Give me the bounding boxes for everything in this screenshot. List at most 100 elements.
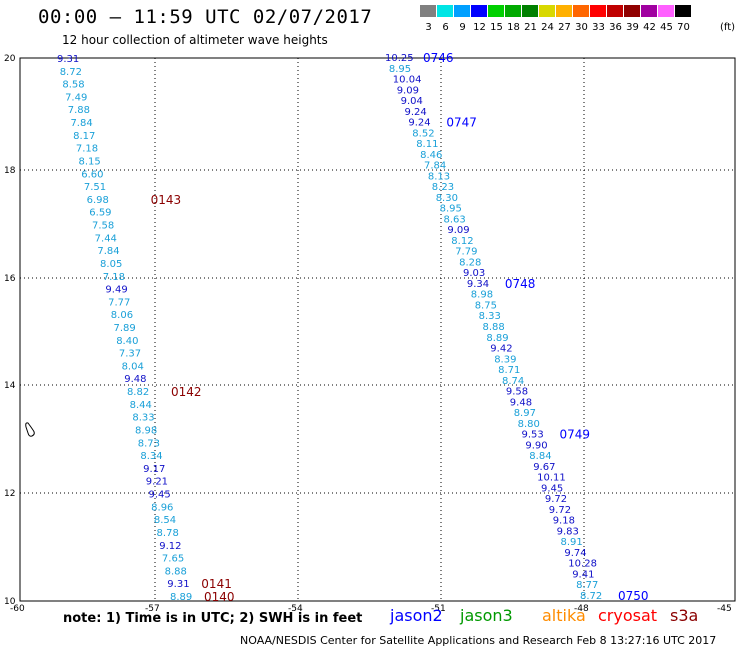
swh-point-label: 8.05 — [100, 259, 122, 270]
swh-point-label: 8.72 — [580, 591, 602, 602]
color-swatch — [539, 5, 555, 17]
swh-point-label: 9.83 — [557, 526, 579, 537]
swh-point-label: 8.74 — [502, 376, 524, 387]
pass-time-label: 0749 — [560, 428, 591, 442]
swh-point-label: 9.24 — [405, 107, 427, 118]
color-scale-label: 24 — [541, 22, 554, 33]
color-scale-label: 70 — [677, 22, 690, 33]
color-swatch — [607, 5, 623, 17]
swh-point-label: 8.30 — [436, 193, 458, 204]
swh-point-label: 8.54 — [154, 515, 176, 526]
swh-point-label: 9.04 — [401, 96, 423, 107]
x-tick-label: -48 — [574, 604, 589, 614]
swh-point-label: 8.95 — [389, 64, 411, 75]
swh-point-label: 7.84 — [70, 118, 92, 129]
swh-point-label: 8.84 — [529, 451, 551, 462]
swh-point-label: 7.89 — [114, 323, 136, 334]
swh-point-label: 7.84 — [424, 161, 446, 172]
swh-point-label: 7.18 — [103, 272, 125, 283]
pass-time-label: 0143 — [151, 193, 182, 207]
swh-point-label: 8.33 — [132, 413, 154, 424]
swh-point-label: 9.53 — [522, 430, 544, 441]
swh-point-label: 8.28 — [459, 257, 481, 268]
pass-time-label: 0140 — [204, 590, 235, 604]
footer-note: note: 1) Time is in UTC; 2) SWH is in fe… — [63, 611, 363, 626]
swh-point-label: 9.09 — [447, 225, 469, 236]
page-title: 00:00 – 11:59 UTC 02/07/2017 — [38, 6, 373, 28]
color-swatch — [420, 5, 436, 17]
swh-points: 9.318.728.587.497.887.848.177.188.156.60… — [57, 53, 602, 603]
swh-point-label: 9.42 — [490, 344, 512, 355]
swh-point-label: 9.03 — [463, 268, 485, 279]
swh-point-label: 8.80 — [518, 419, 540, 430]
color-scale-label: 42 — [643, 22, 656, 33]
swh-point-label: 6.59 — [89, 208, 111, 219]
color-scale-label: 6 — [442, 22, 449, 33]
color-swatch — [437, 5, 453, 17]
swh-point-label: 7.51 — [84, 182, 106, 193]
island-outline — [25, 422, 35, 437]
swh-point-label: 8.15 — [79, 156, 101, 167]
swh-point-label: 9.48 — [510, 397, 532, 408]
swh-point-label: 7.37 — [119, 349, 141, 360]
y-tick-label: 20 — [4, 54, 16, 64]
swh-point-label: 8.89 — [170, 592, 192, 603]
swh-point-label: 8.04 — [122, 361, 144, 372]
swh-point-label: 8.95 — [440, 204, 462, 215]
color-scale-label: 12 — [473, 22, 486, 33]
swh-point-label: 8.13 — [428, 171, 450, 182]
swh-point-label: 8.89 — [486, 333, 508, 344]
color-scale-labels: 3 6 9 12 15 18 21 24 27 30 33 36 39 42 45 70 — [420, 22, 692, 33]
swh-point-label: 9.74 — [564, 548, 586, 559]
swh-point-label: 8.88 — [483, 322, 505, 333]
swh-point-label: 8.33 — [479, 311, 501, 322]
swh-point-label: 7.65 — [162, 554, 184, 565]
swh-point-label: 8.88 — [165, 566, 187, 577]
map-grid — [20, 58, 735, 601]
swh-point-label: 9.31 — [167, 579, 189, 590]
swh-point-label: 8.39 — [494, 354, 516, 365]
swh-point-label: 8.52 — [412, 128, 434, 139]
swh-point-label: 8.96 — [151, 502, 173, 513]
page-subtitle: 12 hour collection of altimeter wave hei… — [62, 33, 328, 47]
color-swatch — [675, 5, 691, 17]
swh-point-label: 9.72 — [549, 505, 571, 516]
swh-point-label: 9.12 — [159, 541, 181, 552]
swh-point-label: 8.12 — [451, 236, 473, 247]
swh-point-label: 8.34 — [140, 451, 162, 462]
color-swatch — [454, 5, 470, 17]
color-swatch — [505, 5, 521, 17]
x-tick-label: -54 — [288, 604, 303, 614]
color-swatch — [590, 5, 606, 17]
swh-point-label: 10.04 — [393, 75, 422, 86]
swh-point-label: 8.72 — [60, 67, 82, 78]
color-scale-label: 18 — [507, 22, 520, 33]
color-scale-label: 21 — [524, 22, 537, 33]
swh-point-label: 7.44 — [95, 233, 117, 244]
x-tick-label: -57 — [145, 604, 160, 614]
swh-point-label: 7.84 — [97, 246, 119, 257]
swh-point-label: 10.28 — [568, 559, 597, 570]
pass-time-label: 0747 — [446, 116, 477, 130]
color-swatch — [556, 5, 572, 17]
color-scale-label: 33 — [592, 22, 605, 33]
x-tick-label: -60 — [10, 604, 25, 614]
map-frame — [19, 57, 736, 602]
color-scale-label: 30 — [575, 22, 588, 33]
legend-item-jason3: jason3 — [460, 606, 513, 625]
swh-point-label: 8.91 — [561, 537, 583, 548]
swh-point-label: 8.11 — [416, 139, 438, 150]
swh-point-label: 7.79 — [455, 247, 477, 258]
swh-point-label: 9.45 — [541, 483, 563, 494]
swh-point-label: 10.25 — [385, 53, 414, 64]
pass-time-label: 0141 — [201, 577, 232, 591]
pass-time-label: 0750 — [618, 589, 649, 603]
legend-item-cryosat: cryosat — [598, 606, 658, 625]
swh-point-label: 8.98 — [471, 290, 493, 301]
color-swatch — [471, 5, 487, 17]
swh-point-label: 9.21 — [146, 477, 168, 488]
swh-point-label: 9.24 — [408, 118, 430, 129]
color-scale-label: 15 — [490, 22, 503, 33]
